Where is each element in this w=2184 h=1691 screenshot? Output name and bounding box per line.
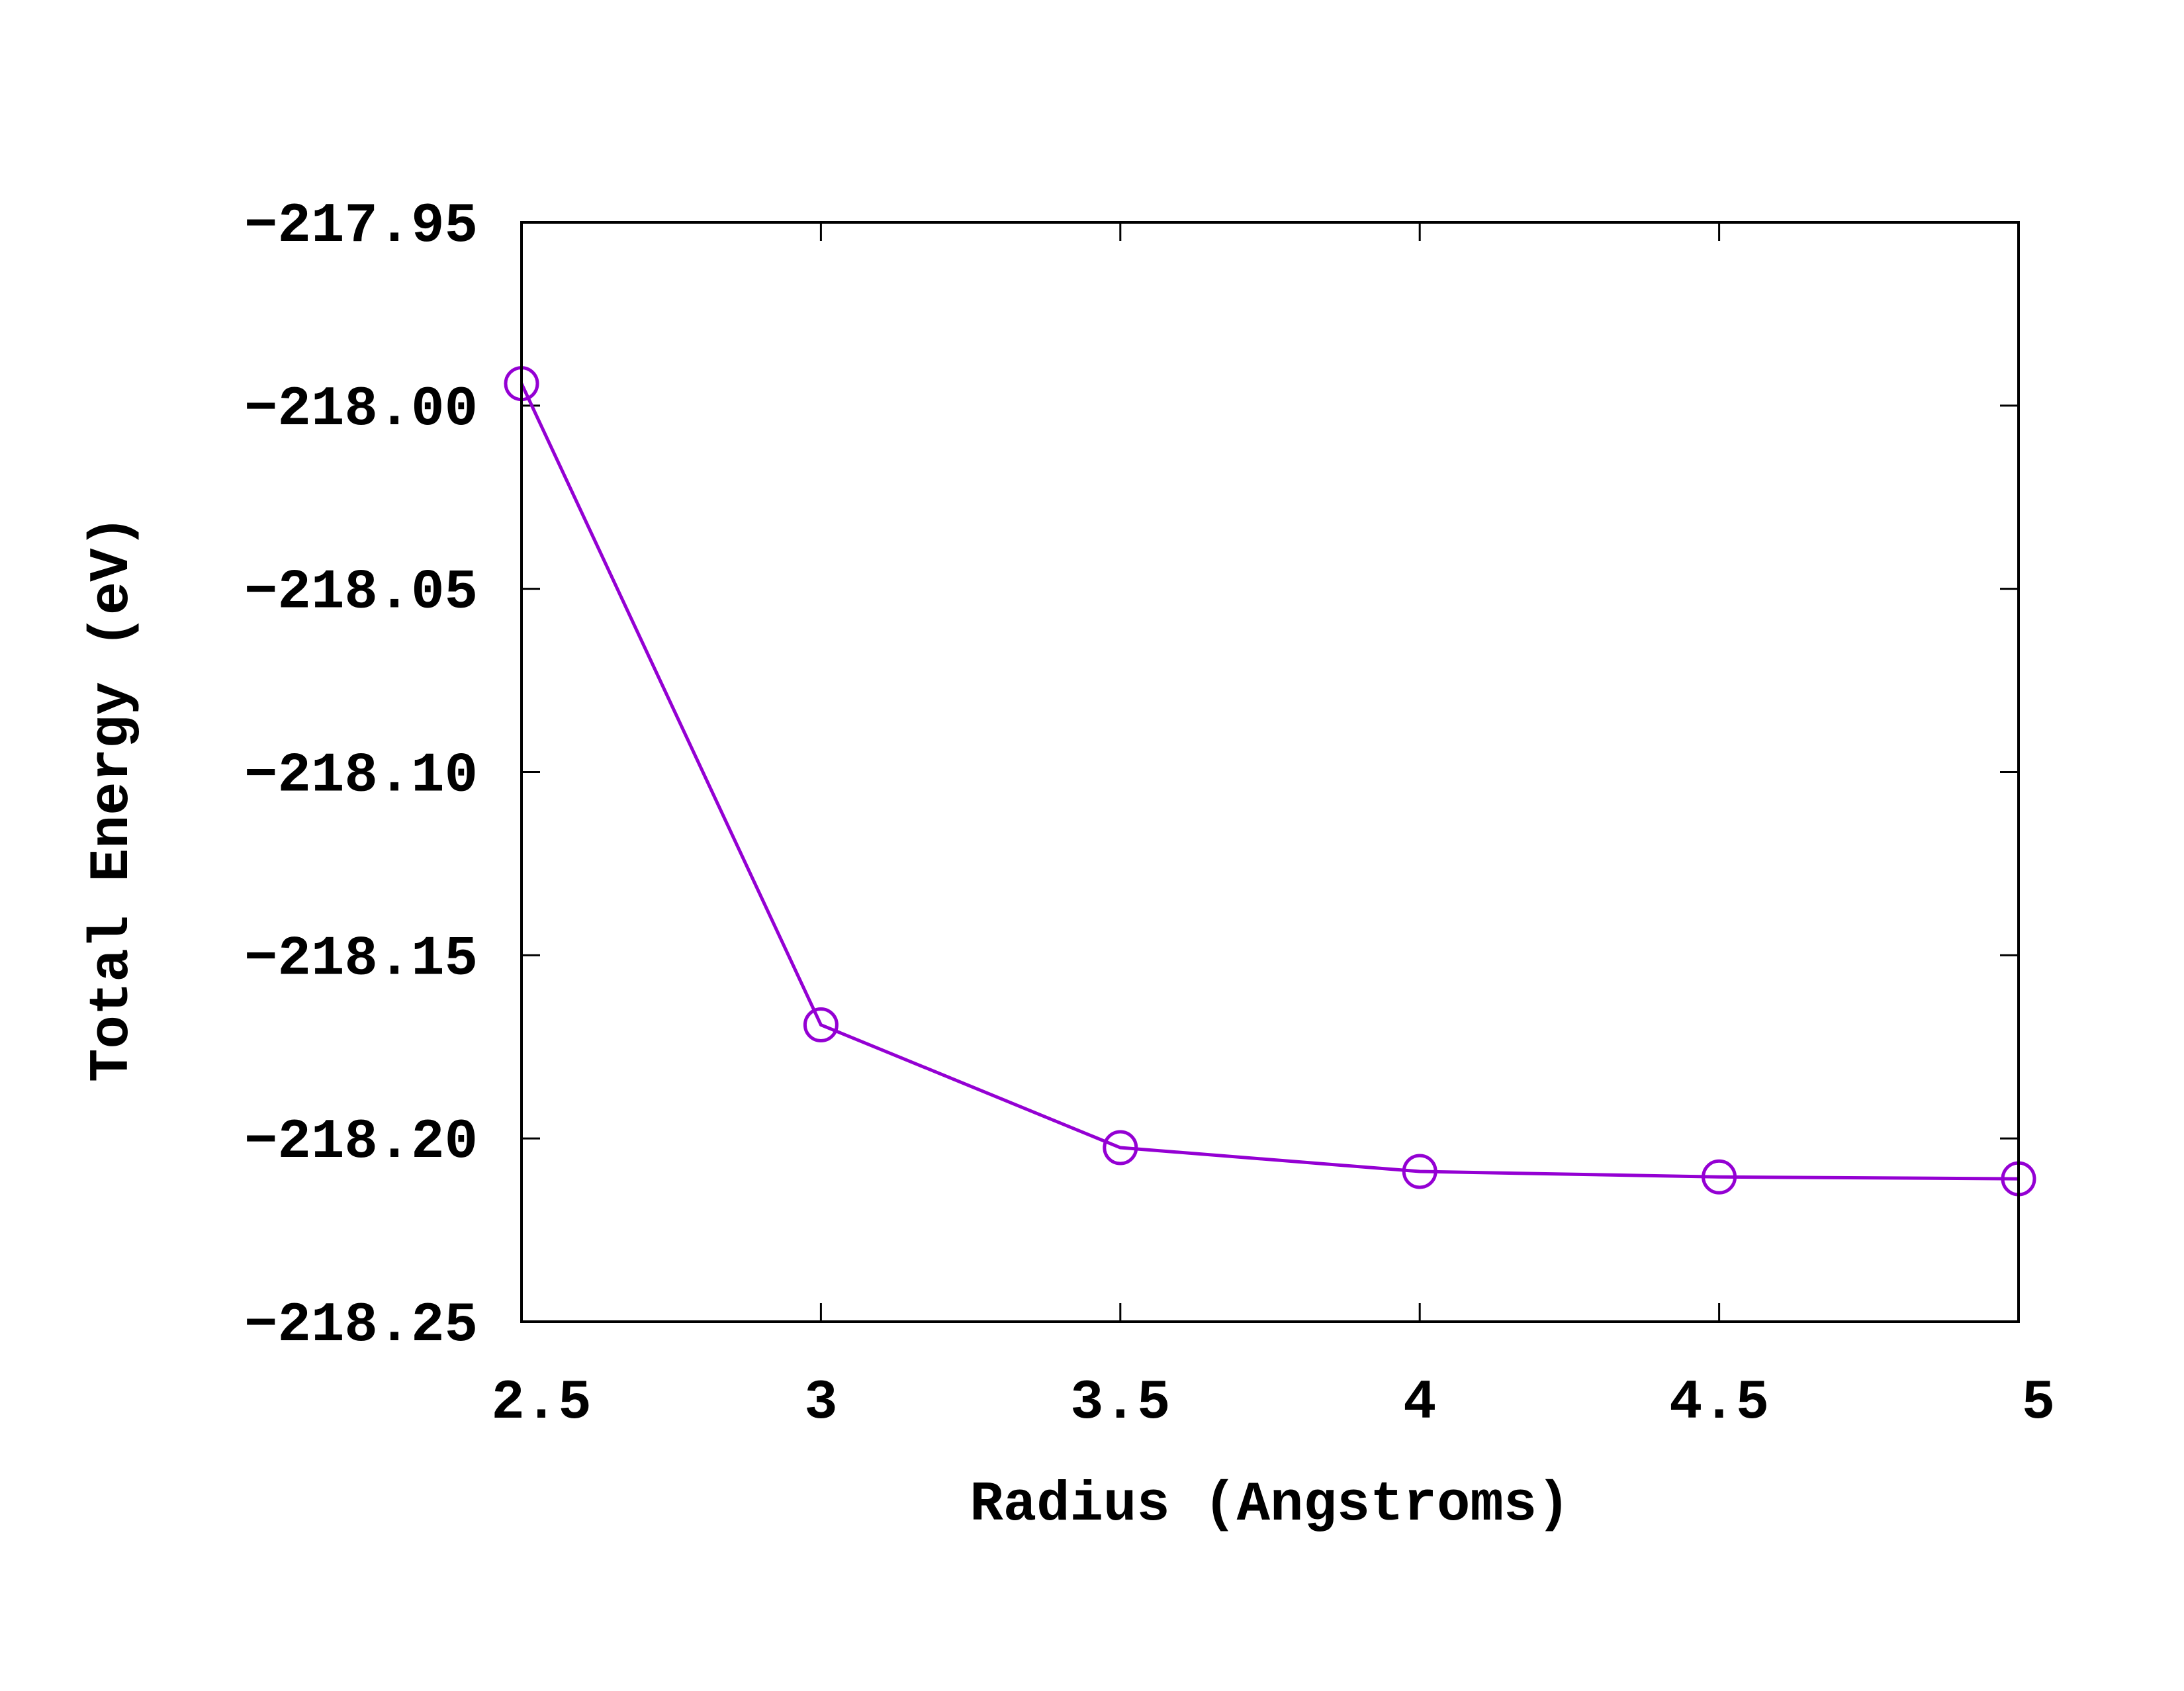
x-tick-label: 3.5 bbox=[1070, 1372, 1170, 1435]
y-tick-label: −218.00 bbox=[244, 379, 478, 441]
x-axis-title: Radius (Angstroms) bbox=[970, 1474, 1570, 1537]
plot-frame bbox=[522, 222, 2019, 1322]
x-tick-label: 5 bbox=[2022, 1372, 2055, 1435]
y-tick-label: −218.25 bbox=[244, 1295, 478, 1357]
y-tick-label: −218.15 bbox=[244, 928, 478, 991]
x-tick-label: 4 bbox=[1403, 1372, 1436, 1435]
series-layer bbox=[506, 368, 2034, 1195]
x-tick-label: 4.5 bbox=[1669, 1372, 1769, 1435]
tick-marks bbox=[522, 222, 2019, 1322]
y-tick-label: −217.95 bbox=[244, 195, 478, 258]
x-tick-label: 3 bbox=[804, 1372, 837, 1435]
series-line bbox=[522, 384, 2019, 1179]
y-tick-label: −218.10 bbox=[244, 745, 478, 808]
x-tick-labels: 2.5 3 3.5 4 4.5 5 bbox=[491, 1372, 2055, 1435]
x-tick-label: 2.5 bbox=[491, 1372, 591, 1435]
y-tick-labels: −217.95 −218.00 −218.05 −218.10 −218.15 −218.… bbox=[244, 195, 478, 1357]
y-tick-label: −218.05 bbox=[244, 562, 478, 625]
y-tick-label: −218.20 bbox=[244, 1111, 478, 1174]
y-axis-title: Total Energy (eV) bbox=[81, 515, 144, 1082]
